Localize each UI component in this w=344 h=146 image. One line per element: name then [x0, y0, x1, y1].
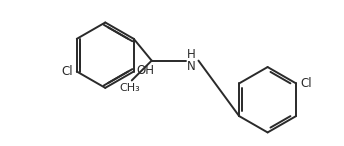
Text: OH: OH [137, 64, 155, 77]
Text: CH₃: CH₃ [119, 83, 140, 93]
Text: Cl: Cl [61, 65, 73, 78]
Text: Cl: Cl [300, 77, 312, 90]
Text: H
N: H N [187, 48, 196, 73]
